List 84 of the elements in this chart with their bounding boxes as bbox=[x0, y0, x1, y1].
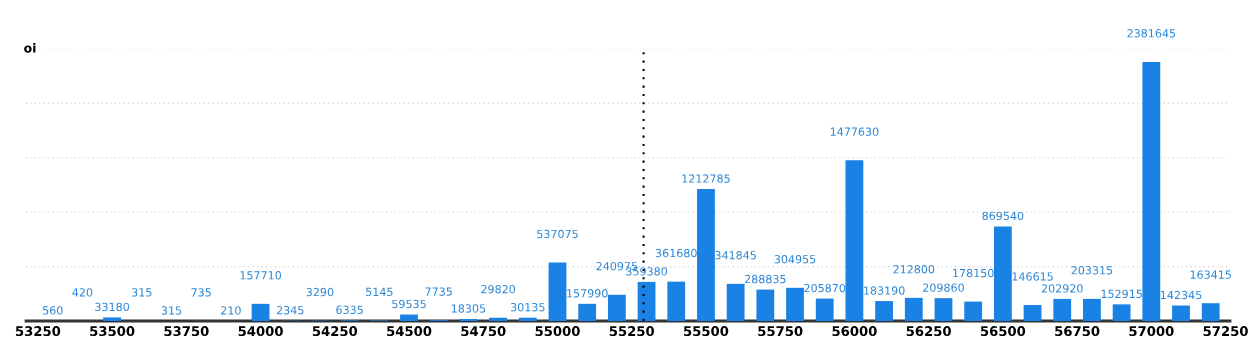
bar bbox=[875, 301, 893, 321]
data-label: 29820 bbox=[481, 284, 516, 294]
bar bbox=[726, 283, 745, 321]
data-label: 537075 bbox=[537, 229, 578, 239]
data-label: 2381645 bbox=[1127, 29, 1176, 38]
data-label: 560 bbox=[42, 306, 63, 315]
bar bbox=[904, 297, 923, 321]
bar bbox=[637, 281, 656, 321]
data-label: 142345 bbox=[1161, 290, 1202, 300]
x-tick-label: 54750 bbox=[461, 326, 506, 337]
data-label: 209860 bbox=[923, 283, 964, 292]
x-tick-label: 55250 bbox=[609, 326, 655, 337]
x-tick-label: 53750 bbox=[164, 326, 209, 337]
bar bbox=[667, 281, 686, 321]
bar bbox=[786, 287, 804, 321]
x-tick-label: 56750 bbox=[1055, 326, 1100, 337]
data-label: 157990 bbox=[567, 289, 608, 298]
data-label: 315 bbox=[132, 288, 152, 297]
data-label: 6335 bbox=[336, 305, 363, 314]
bar bbox=[103, 317, 122, 321]
data-label: 30135 bbox=[510, 303, 545, 312]
bar bbox=[548, 262, 567, 321]
data-label: 869540 bbox=[982, 211, 1024, 221]
x-tick-label: 55500 bbox=[684, 326, 729, 337]
data-label: 361680 bbox=[655, 248, 697, 258]
bar bbox=[1142, 61, 1161, 321]
data-label: 178150 bbox=[953, 268, 994, 278]
data-label: 420 bbox=[72, 288, 93, 297]
x-tick-label: 55000 bbox=[535, 326, 580, 337]
data-label: 5145 bbox=[366, 287, 393, 297]
bar bbox=[697, 189, 715, 321]
bar bbox=[964, 301, 983, 321]
data-label: 202920 bbox=[1041, 284, 1083, 293]
bar bbox=[251, 303, 270, 321]
x-tick-label: 53500 bbox=[90, 326, 135, 337]
bar bbox=[756, 289, 775, 321]
bar bbox=[1201, 303, 1220, 321]
data-label: 212800 bbox=[893, 265, 935, 274]
bar bbox=[815, 298, 834, 321]
data-label: 341845 bbox=[715, 251, 756, 260]
data-label: 735 bbox=[191, 288, 211, 297]
data-label: 33180 bbox=[95, 302, 130, 312]
bar bbox=[1053, 298, 1072, 321]
y-axis-title: oi bbox=[24, 42, 36, 53]
data-label: 205870 bbox=[804, 283, 846, 293]
bar bbox=[934, 298, 953, 321]
data-label: 3290 bbox=[306, 287, 334, 297]
bar bbox=[1023, 305, 1042, 321]
data-label: 152915 bbox=[1101, 289, 1142, 299]
data-label: 315 bbox=[161, 306, 182, 315]
x-tick-label: 54500 bbox=[387, 326, 432, 337]
data-label: 2345 bbox=[276, 306, 304, 315]
x-tick-label: 56250 bbox=[906, 326, 951, 337]
bar bbox=[845, 160, 864, 321]
x-tick-label: 57250 bbox=[1203, 326, 1248, 337]
bar bbox=[578, 303, 597, 321]
x-tick-label: 53250 bbox=[15, 326, 61, 337]
data-label: 304955 bbox=[774, 255, 816, 264]
data-label: 59535 bbox=[392, 299, 426, 309]
x-tick-label: 54250 bbox=[312, 326, 358, 337]
x-tick-label: 56000 bbox=[832, 326, 877, 337]
x-tick-label: 57000 bbox=[1129, 326, 1174, 337]
data-label: 183190 bbox=[864, 286, 905, 295]
data-label: 7735 bbox=[425, 287, 452, 296]
x-tick-label: 54000 bbox=[238, 326, 283, 337]
bar bbox=[993, 226, 1012, 321]
data-label: 157710 bbox=[240, 271, 282, 280]
bar bbox=[1112, 304, 1131, 321]
x-tick-label: 56500 bbox=[980, 326, 1026, 337]
bar bbox=[1083, 298, 1101, 321]
data-label: 210 bbox=[221, 306, 241, 315]
bar bbox=[489, 317, 508, 321]
data-label: 203315 bbox=[1071, 266, 1113, 275]
data-label: 1212785 bbox=[682, 174, 730, 183]
bar bbox=[518, 317, 537, 321]
data-label: 18305 bbox=[451, 304, 486, 313]
data-label: 1477630 bbox=[830, 127, 879, 136]
data-label: 288835 bbox=[744, 274, 786, 284]
data-label: 146615 bbox=[1012, 272, 1053, 281]
bar bbox=[1172, 305, 1190, 321]
bar bbox=[400, 314, 418, 321]
data-label: 163415 bbox=[1190, 270, 1231, 279]
bar bbox=[607, 294, 626, 321]
x-tick-label: 55750 bbox=[758, 326, 803, 337]
